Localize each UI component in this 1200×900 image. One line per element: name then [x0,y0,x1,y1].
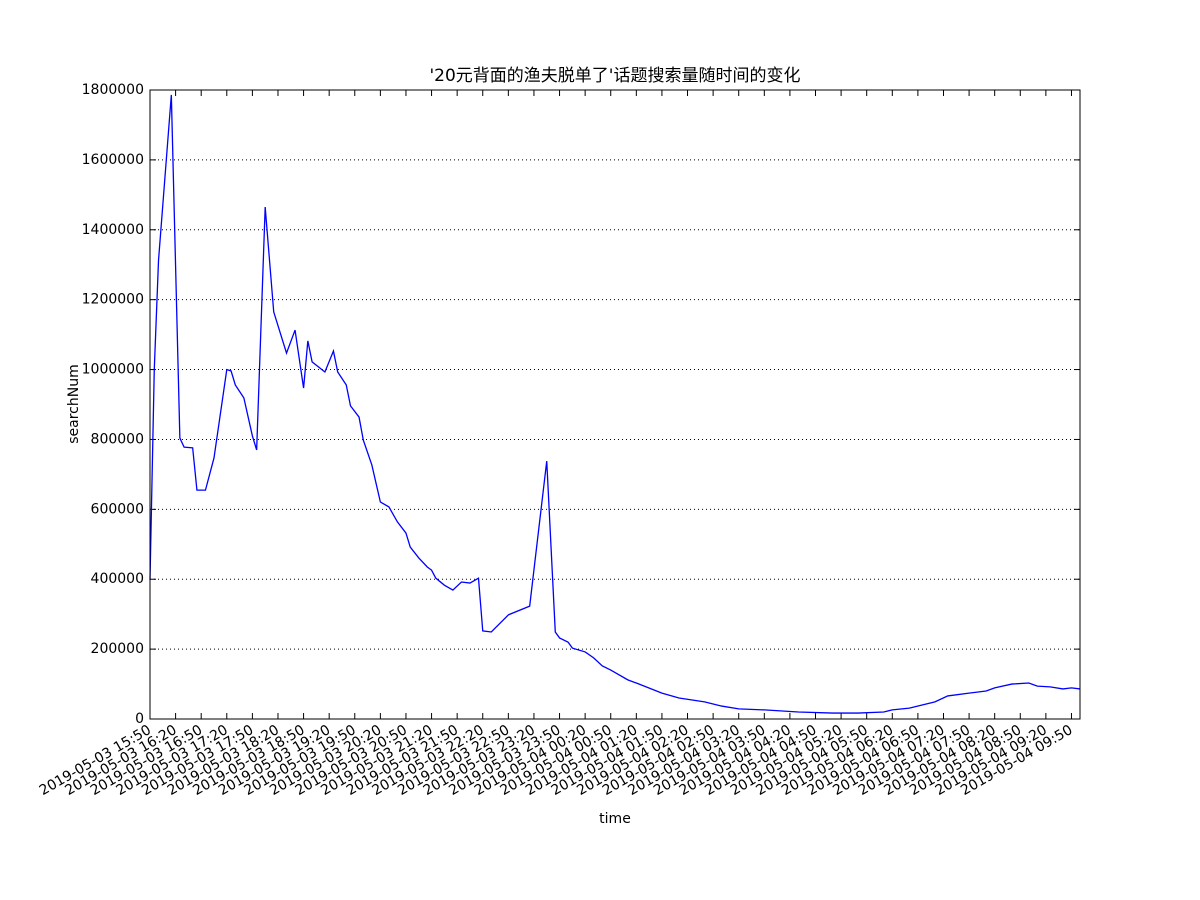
y-tick-label: 1000000 [82,362,144,378]
y-tick-label: 1400000 [82,222,144,238]
y-tick-label: 1800000 [82,82,144,98]
x-axis-label: time [599,811,631,827]
plot-frame [149,89,1081,720]
y-tick-label: 1600000 [82,152,144,168]
data-line [149,94,1081,714]
chart-title: '20元背面的渔夫脱单了'话题搜索量随时间的变化 [430,66,801,86]
y-tick-label: 0 [135,711,144,727]
y-axis-label: searchNum [66,364,82,444]
y-tick-label: 200000 [91,641,144,657]
y-tick-label: 400000 [91,571,144,587]
y-tick-label: 600000 [91,501,144,517]
y-tick-label: 800000 [91,431,144,447]
y-tick-label: 1200000 [82,292,144,308]
